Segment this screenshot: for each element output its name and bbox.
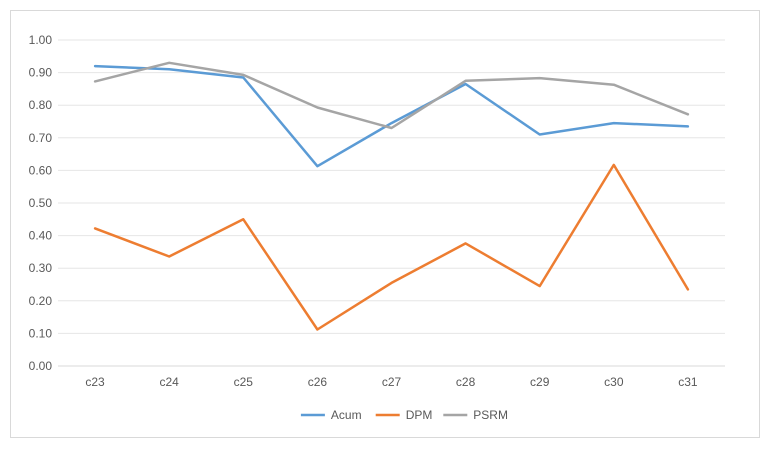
legend-label: DPM: [406, 408, 433, 422]
legend-label: PSRM: [473, 408, 508, 422]
legend-label: Acum: [331, 408, 362, 422]
series-acum: [93, 64, 690, 168]
x-tick-label: c31: [678, 375, 698, 389]
x-tick-label: c27: [382, 375, 402, 389]
x-tick-label: c25: [234, 375, 254, 389]
y-tick-label: 0.10: [29, 326, 53, 340]
series-line: [93, 61, 690, 130]
series-line: [93, 163, 690, 331]
x-tick-label: c26: [308, 375, 328, 389]
legend-item-acum: Acum: [300, 408, 362, 422]
y-tick-label: 0.20: [29, 294, 53, 308]
y-tick-label: 1.00: [29, 33, 53, 47]
y-axis-ticks: 0.00 0.10 0.20 0.30 0.40 0.50 0.60 0.70 0.80 0.90…: [29, 33, 53, 373]
x-tick-label: c29: [530, 375, 550, 389]
legend: Acum DPM PSRM: [300, 408, 508, 422]
y-tick-label: 0.00: [29, 359, 53, 373]
y-tick-label: 0.30: [29, 261, 53, 275]
x-axis-ticks: c23 c24 c25 c26 c27 c28 c29 c30 c31: [85, 375, 698, 389]
x-tick-label: c23: [85, 375, 105, 389]
series-line: [93, 64, 690, 168]
chart-area: [10, 10, 760, 438]
y-tick-label: 0.90: [29, 66, 53, 80]
legend-item-psrm: PSRM: [443, 408, 508, 422]
legend-item-dpm: DPM: [375, 408, 433, 422]
y-tick-label: 0.60: [29, 163, 53, 177]
x-tick-label: c24: [159, 375, 179, 389]
series-dpm: [93, 163, 690, 331]
x-tick-label: c28: [456, 375, 476, 389]
y-tick-label: 0.40: [29, 229, 53, 243]
series-lines: [93, 61, 690, 331]
x-tick-label: c30: [604, 375, 624, 389]
y-tick-label: 0.70: [29, 131, 53, 145]
gridlines: [58, 39, 725, 367]
y-tick-label: 0.50: [29, 196, 53, 210]
y-tick-label: 0.80: [29, 98, 53, 112]
series-psrm: [93, 61, 690, 130]
